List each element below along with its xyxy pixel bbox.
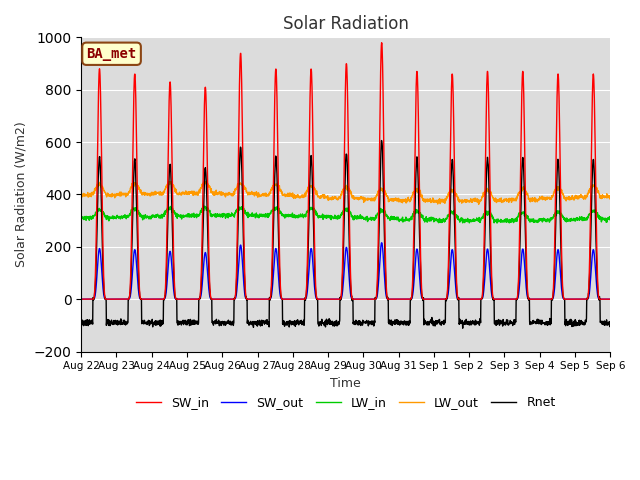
SW_out	[77, 296, 85, 302]
Rnet	[607, 320, 614, 326]
LW_out	[372, 193, 380, 199]
Line: Rnet: Rnet	[81, 141, 611, 328]
Line: SW_out: SW_out	[81, 243, 611, 299]
Rnet	[225, 320, 232, 326]
LW_out	[225, 192, 233, 197]
LW_out	[165, 179, 173, 184]
LW_out	[560, 195, 568, 201]
LW_in	[560, 215, 568, 220]
Line: LW_in: LW_in	[81, 206, 611, 223]
Rnet	[560, 296, 568, 302]
SW_out	[225, 296, 232, 302]
SW_in	[500, 296, 508, 302]
SW_out	[361, 296, 369, 302]
LW_in	[372, 215, 380, 221]
Legend: SW_in, SW_out, LW_in, LW_out, Rnet: SW_in, SW_out, LW_in, LW_out, Rnet	[131, 391, 561, 414]
SW_out	[372, 296, 380, 301]
SW_out	[575, 296, 582, 302]
LW_out	[500, 198, 508, 204]
Line: LW_out: LW_out	[81, 181, 611, 204]
LW_in	[607, 217, 614, 223]
SW_out	[378, 240, 385, 246]
SW_in	[560, 296, 568, 301]
SW_in	[378, 40, 385, 46]
LW_in	[201, 203, 209, 209]
LW_out	[77, 192, 85, 198]
LW_in	[361, 216, 369, 222]
SW_out	[560, 296, 568, 302]
Title: Solar Radiation: Solar Radiation	[283, 15, 408, 33]
SW_out	[500, 296, 508, 302]
SW_in	[361, 296, 369, 302]
Rnet	[459, 325, 467, 331]
Rnet	[575, 320, 582, 326]
SW_in	[575, 296, 582, 302]
SW_in	[607, 296, 614, 302]
LW_in	[575, 216, 582, 222]
Rnet	[361, 319, 369, 325]
SW_in	[372, 295, 380, 300]
Rnet	[77, 321, 85, 326]
SW_in	[225, 296, 232, 302]
LW_out	[607, 195, 614, 201]
X-axis label: Time: Time	[330, 377, 361, 390]
LW_in	[500, 218, 508, 224]
LW_out	[475, 202, 483, 207]
LW_out	[361, 198, 369, 204]
Text: BA_met: BA_met	[86, 47, 137, 61]
LW_in	[225, 211, 233, 216]
SW_in	[77, 296, 85, 302]
Rnet	[378, 138, 385, 144]
SW_out	[607, 296, 614, 302]
Rnet	[500, 320, 508, 325]
Y-axis label: Solar Radiation (W/m2): Solar Radiation (W/m2)	[15, 121, 28, 267]
Line: SW_in: SW_in	[81, 43, 611, 299]
LW_in	[493, 220, 501, 226]
LW_out	[575, 196, 582, 202]
Rnet	[372, 296, 380, 301]
LW_in	[77, 216, 85, 222]
